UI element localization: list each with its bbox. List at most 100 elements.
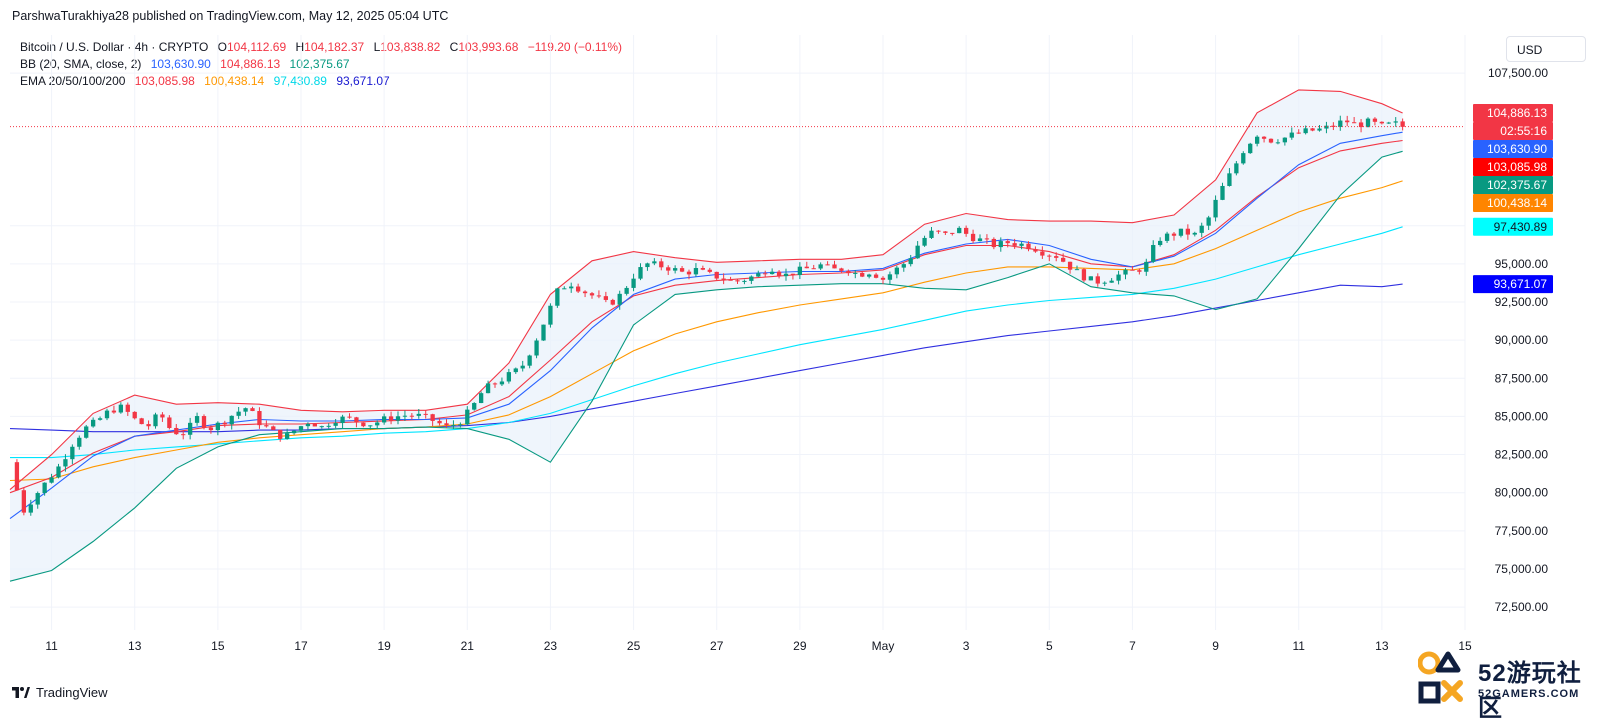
candle-body — [1151, 245, 1156, 262]
candle-body — [1324, 125, 1329, 129]
price-label-text: 02:55:16 — [1500, 124, 1547, 138]
candle-body — [1213, 199, 1218, 218]
y-tick-label: 72,500.00 — [1495, 600, 1549, 614]
candle-body — [375, 422, 380, 426]
legend-symbol-row: Bitcoin / U.S. Dollar · 4h · CRYPTO O104… — [20, 39, 622, 56]
candle-body — [1033, 249, 1038, 252]
candle-body — [1310, 128, 1315, 131]
candle-body — [1005, 241, 1010, 244]
candle-body — [340, 416, 345, 424]
candle-body — [548, 305, 553, 325]
candle-body — [610, 299, 615, 305]
candle-body — [700, 268, 706, 270]
publish-line: ParshwaTurakhiya28 published on TradingV… — [12, 9, 449, 23]
candle-body — [520, 365, 525, 369]
candle-body — [153, 414, 158, 427]
candle-body — [1289, 132, 1294, 138]
candle-body — [388, 416, 394, 421]
candle-body — [915, 245, 920, 259]
candle-body — [541, 324, 546, 341]
candle-body — [70, 446, 75, 460]
candle-body — [908, 258, 913, 265]
candle-body — [187, 422, 193, 435]
candle-body — [1282, 137, 1288, 143]
legend-change: −119.20 (−0.11%) — [527, 40, 623, 54]
candle-body — [305, 423, 311, 427]
brand-name: TradingView — [36, 685, 108, 700]
candle-body — [132, 411, 137, 419]
candle-body — [652, 261, 657, 264]
candle-body — [1261, 136, 1267, 139]
candle-body — [1088, 276, 1094, 281]
x-tick-label: 27 — [710, 639, 724, 653]
price-label-text: 100,438.14 — [1487, 196, 1547, 210]
candle-body — [478, 393, 484, 404]
candle-body — [465, 409, 470, 425]
legend-symbol[interactable]: Bitcoin / U.S. Dollar · 4h · CRYPTO — [20, 40, 209, 54]
candle-body — [444, 423, 449, 426]
candle-body — [818, 264, 823, 269]
y-tick-label: 82,500.00 — [1495, 448, 1549, 462]
price-label-badge — [1473, 122, 1553, 141]
watermark-cn: 52游玩社区 — [1478, 660, 1582, 722]
y-tick-label: 95,000.00 — [1495, 257, 1549, 271]
candle-body — [1345, 120, 1350, 123]
tradingview-brand[interactable]: TradingView — [12, 685, 108, 700]
candle-body — [679, 268, 685, 272]
price-label-badge — [1473, 104, 1553, 123]
candle-body — [617, 293, 622, 305]
candle-body — [146, 424, 151, 427]
candle-body — [1386, 122, 1391, 124]
legend-open-value: 104,112.69 — [226, 40, 287, 54]
candle-body — [167, 417, 172, 428]
candle-body — [506, 372, 512, 382]
candle-body — [860, 272, 865, 277]
x-tick-label: 23 — [544, 639, 558, 653]
price-label-text: 102,375.67 — [1487, 178, 1547, 192]
candle-body — [139, 418, 144, 425]
currency-selector[interactable]: USD — [1506, 36, 1586, 62]
candle-body — [797, 266, 803, 276]
y-tick-label: 90,000.00 — [1495, 333, 1549, 347]
candle-body — [763, 273, 768, 275]
candle-body — [472, 403, 477, 410]
candle-body — [804, 266, 809, 269]
x-tick-label: 13 — [1375, 639, 1389, 653]
price-label-badge — [1473, 158, 1553, 177]
candle-body — [222, 422, 227, 425]
legend-bb-upper: 104,886.13 — [220, 57, 281, 71]
candle-body — [873, 274, 879, 278]
price-label-text: 103,630.90 — [1487, 142, 1547, 156]
candle-body — [1393, 121, 1398, 123]
x-tick-label: 5 — [1046, 639, 1053, 653]
candle-body — [243, 408, 248, 412]
watermark: 52游玩社区 52GAMERS.COM — [1417, 651, 1596, 722]
price-label-text: 93,671.07 — [1494, 277, 1548, 291]
candle-body — [291, 430, 297, 434]
candle-body — [284, 433, 290, 439]
candle-body — [194, 416, 200, 423]
candle-body — [1102, 282, 1107, 284]
candle-body — [104, 410, 110, 419]
x-tick-label: 7 — [1129, 639, 1136, 653]
candle-body — [1192, 232, 1197, 235]
candle-body — [1060, 257, 1066, 262]
candle-body — [825, 264, 830, 266]
y-tick-label: 77,500.00 — [1495, 524, 1549, 538]
candle-body — [1067, 261, 1073, 270]
candle-body — [312, 423, 318, 427]
y-tick-label: 92,500.00 — [1495, 295, 1549, 309]
legend-ema100: 97,430.89 — [273, 74, 327, 88]
legend-ema-label[interactable]: EMA 20/50/100/200 — [20, 74, 126, 88]
candle-body — [1338, 120, 1343, 127]
candle-body — [936, 230, 941, 232]
price-label-badge — [1473, 176, 1553, 195]
candle-body — [56, 466, 61, 478]
x-tick-label: 9 — [1212, 639, 1219, 653]
candle-body — [1054, 256, 1059, 258]
x-tick-label: 3 — [963, 639, 970, 653]
legend-bb-label[interactable]: BB (20, SMA, close, 2) — [20, 57, 142, 71]
x-tick-label: 13 — [128, 639, 142, 653]
x-tick-label: 11 — [45, 639, 58, 653]
price-label-badge — [1473, 275, 1553, 294]
